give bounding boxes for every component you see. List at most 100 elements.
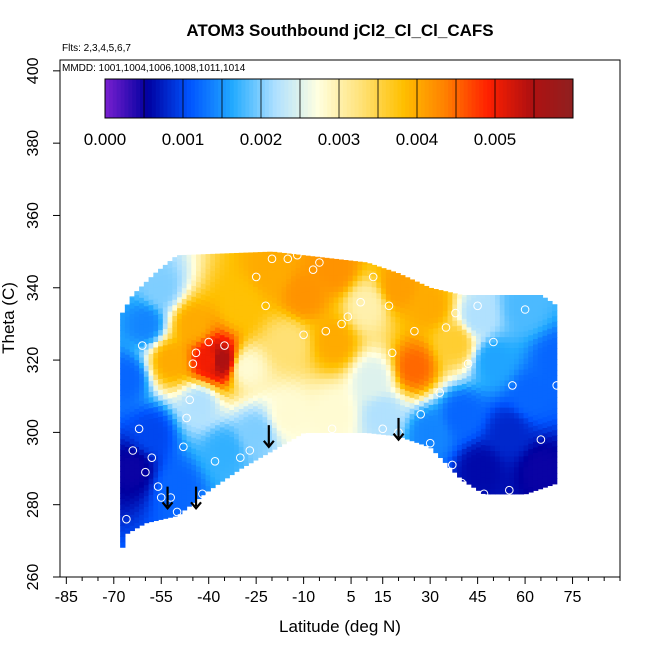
heatmap-cell	[518, 401, 525, 408]
heatmap-cell	[466, 391, 472, 398]
heatmap-cell	[271, 259, 278, 266]
heatmap-cell	[234, 368, 240, 375]
heatmap-cell	[120, 417, 126, 424]
heatmap-cell	[495, 385, 501, 392]
heatmap-cell	[490, 358, 496, 365]
heatmap-cell	[509, 314, 515, 321]
heatmap-cell	[134, 386, 140, 393]
heatmap-cell	[433, 311, 439, 318]
heatmap-cell	[490, 445, 496, 452]
heatmap-cell	[495, 304, 501, 311]
heatmap-cell	[158, 351, 164, 358]
colorbar-segment	[105, 79, 110, 118]
heatmap-cell	[153, 515, 159, 522]
heatmap-cell	[210, 389, 216, 396]
heatmap-cell	[466, 353, 472, 360]
heatmap-cell	[120, 541, 126, 548]
heatmap-cell	[352, 389, 359, 396]
heatmap-cell	[262, 291, 268, 298]
heatmap-cell	[200, 254, 207, 257]
heatmap-cell	[271, 286, 278, 293]
heatmap-cell	[205, 290, 211, 297]
heatmap-cell	[551, 467, 558, 474]
heatmap-cell	[139, 514, 145, 521]
heatmap-cell	[480, 487, 487, 494]
heatmap-cell	[542, 476, 548, 483]
colorbar-segment	[198, 79, 203, 118]
heatmap-cell	[433, 371, 439, 378]
heatmap-cell	[480, 444, 487, 451]
heatmap-cell	[229, 344, 235, 351]
heatmap-cell	[290, 302, 297, 309]
colorbar-segment	[491, 79, 496, 118]
heatmap-cell	[395, 381, 401, 388]
heatmap-cell	[210, 341, 216, 348]
heatmap-cell	[537, 385, 544, 392]
heatmap-cell	[528, 350, 534, 357]
heatmap-cell	[181, 330, 188, 337]
heatmap-cell	[153, 374, 159, 381]
heatmap-cell	[433, 420, 439, 427]
heatmap-cell	[191, 334, 197, 341]
heatmap-cell	[371, 297, 377, 304]
heatmap-cell	[480, 295, 487, 299]
heatmap-cell	[252, 253, 259, 260]
heatmap-cell	[528, 453, 534, 461]
heatmap-cell	[124, 403, 131, 410]
heatmap-cell	[200, 277, 207, 284]
heatmap-cell	[314, 399, 321, 406]
heatmap-cell	[305, 318, 311, 325]
heatmap-cell	[419, 286, 425, 293]
heatmap-cell	[499, 309, 506, 316]
heatmap-cell	[362, 372, 368, 379]
heatmap-cell	[319, 275, 325, 282]
heatmap-cell	[229, 366, 235, 373]
heatmap-cell	[181, 260, 188, 267]
heatmap-cell	[200, 391, 207, 398]
heatmap-cell	[200, 369, 207, 376]
heatmap-cell	[471, 373, 477, 380]
heatmap-cell	[523, 466, 529, 473]
heatmap-cell	[215, 343, 221, 350]
observation-point	[536, 435, 546, 444]
heatmap-cell	[219, 274, 226, 281]
heatmap-cell	[390, 310, 396, 317]
heatmap-cell	[248, 278, 254, 285]
heatmap-cell	[205, 425, 211, 432]
colorbar-segment	[159, 79, 164, 118]
heatmap-cell	[129, 416, 135, 423]
heatmap-cell	[362, 345, 368, 352]
heatmap-cell	[428, 306, 434, 313]
colorbar-tick-label: 0.004	[396, 130, 439, 149]
observation-points	[122, 250, 562, 524]
heatmap-cell	[428, 371, 434, 378]
heatmap-cell	[504, 347, 510, 354]
heatmap-cell	[248, 316, 254, 323]
heatmap-cell	[186, 478, 192, 485]
heatmap-cell	[476, 381, 482, 388]
heatmap-cell	[134, 468, 140, 475]
heatmap-cell	[381, 363, 387, 370]
heatmap-cell	[139, 508, 145, 515]
heatmap-cell	[457, 390, 463, 397]
heatmap-cell	[314, 302, 321, 309]
heatmap-cell	[153, 401, 159, 408]
observation-point	[122, 514, 131, 524]
heatmap-cell	[324, 258, 330, 265]
heatmap-cell	[129, 476, 135, 483]
heatmap-cell	[400, 404, 406, 411]
heatmap-cell	[134, 511, 140, 518]
heatmap-cell	[523, 358, 529, 365]
heatmap-cell	[305, 329, 311, 336]
heatmap-cell	[210, 330, 216, 337]
heatmap-cell	[385, 407, 392, 414]
observation-point	[210, 457, 220, 466]
heatmap-cell	[518, 423, 525, 430]
heatmap-cell	[134, 327, 140, 334]
heatmap-cell	[457, 444, 463, 451]
heatmap-cell	[234, 265, 240, 272]
heatmap-cell	[191, 404, 197, 411]
heatmap-cell	[153, 498, 159, 505]
heatmap-cell	[219, 415, 226, 422]
heatmap-cell	[395, 414, 401, 421]
